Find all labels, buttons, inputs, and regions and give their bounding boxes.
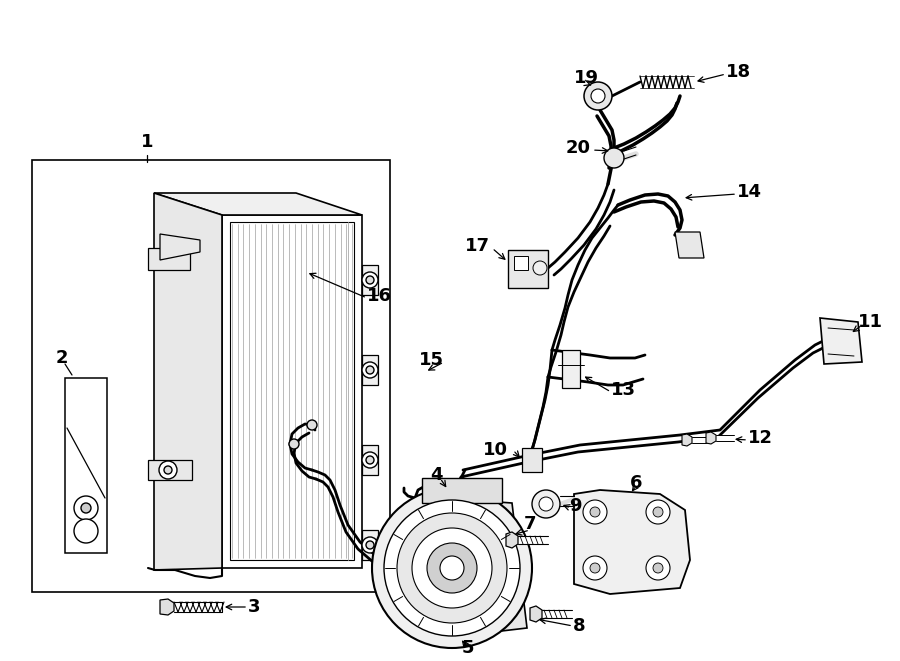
Circle shape — [307, 420, 317, 430]
Text: 14: 14 — [737, 183, 762, 201]
Polygon shape — [675, 232, 704, 258]
Polygon shape — [362, 265, 378, 295]
Circle shape — [366, 541, 374, 549]
Polygon shape — [148, 460, 192, 480]
Polygon shape — [562, 350, 580, 388]
Polygon shape — [230, 222, 354, 560]
Circle shape — [412, 528, 492, 608]
Circle shape — [366, 276, 374, 284]
Text: 6: 6 — [630, 474, 643, 492]
Text: 12: 12 — [748, 429, 773, 447]
Text: 9: 9 — [569, 497, 581, 515]
Polygon shape — [820, 318, 862, 364]
Circle shape — [584, 82, 612, 110]
Circle shape — [366, 456, 374, 464]
Polygon shape — [154, 193, 222, 570]
Circle shape — [362, 537, 378, 553]
Text: 8: 8 — [573, 617, 586, 635]
Text: 18: 18 — [726, 63, 752, 81]
Circle shape — [81, 503, 91, 513]
Polygon shape — [148, 248, 190, 270]
Bar — [522, 448, 542, 472]
Text: 3: 3 — [248, 598, 260, 616]
Circle shape — [362, 452, 378, 468]
Bar — [32, 160, 390, 592]
Polygon shape — [508, 250, 548, 288]
Circle shape — [653, 507, 663, 517]
Polygon shape — [362, 530, 378, 560]
Polygon shape — [362, 445, 378, 475]
Text: 15: 15 — [419, 351, 444, 369]
Text: 7: 7 — [524, 515, 536, 533]
Polygon shape — [160, 234, 200, 260]
Bar — [422, 478, 502, 503]
Polygon shape — [574, 490, 690, 594]
Polygon shape — [160, 599, 174, 615]
Polygon shape — [362, 355, 378, 385]
Circle shape — [646, 500, 670, 524]
Text: 19: 19 — [573, 69, 598, 87]
Circle shape — [440, 556, 464, 580]
Text: 13: 13 — [611, 381, 636, 399]
Polygon shape — [222, 215, 362, 568]
Text: 10: 10 — [483, 441, 508, 459]
Circle shape — [372, 488, 532, 648]
Circle shape — [289, 439, 299, 449]
Text: 1: 1 — [140, 133, 153, 151]
Circle shape — [362, 362, 378, 378]
Circle shape — [74, 519, 98, 543]
Circle shape — [532, 490, 560, 518]
Circle shape — [427, 543, 477, 593]
Polygon shape — [506, 532, 518, 548]
Circle shape — [646, 556, 670, 580]
Polygon shape — [530, 606, 542, 622]
Bar — [514, 256, 528, 270]
Circle shape — [384, 500, 520, 636]
Circle shape — [533, 261, 547, 275]
Text: 16: 16 — [367, 287, 392, 305]
Circle shape — [362, 272, 378, 288]
Text: 17: 17 — [465, 237, 490, 255]
Circle shape — [583, 556, 607, 580]
Text: 5: 5 — [462, 639, 474, 657]
Circle shape — [539, 497, 553, 511]
Polygon shape — [442, 498, 527, 638]
Bar — [65, 378, 107, 553]
Circle shape — [591, 89, 605, 103]
Text: 11: 11 — [858, 313, 883, 331]
Text: 4: 4 — [430, 466, 442, 484]
Circle shape — [583, 500, 607, 524]
Circle shape — [366, 366, 374, 374]
Circle shape — [397, 513, 507, 623]
Circle shape — [590, 563, 600, 573]
Text: 20: 20 — [566, 139, 591, 157]
Circle shape — [604, 148, 624, 168]
Polygon shape — [154, 193, 362, 215]
Circle shape — [74, 496, 98, 520]
Polygon shape — [706, 432, 716, 444]
Text: 2: 2 — [56, 349, 68, 367]
Circle shape — [653, 563, 663, 573]
Circle shape — [164, 466, 172, 474]
Polygon shape — [682, 434, 692, 446]
Circle shape — [159, 461, 177, 479]
Circle shape — [590, 507, 600, 517]
